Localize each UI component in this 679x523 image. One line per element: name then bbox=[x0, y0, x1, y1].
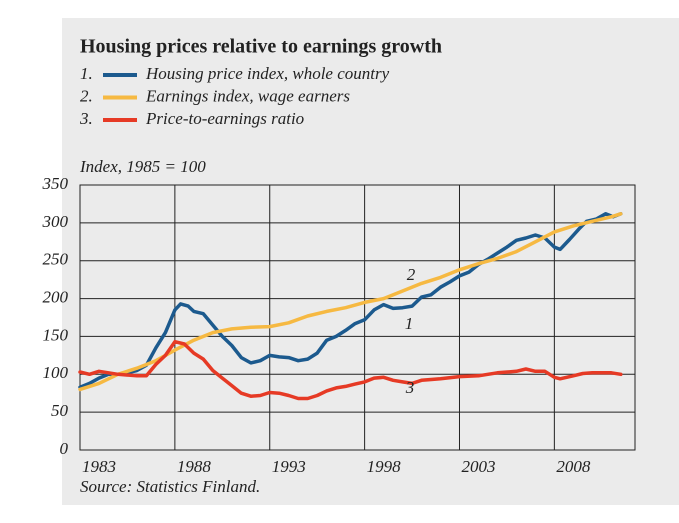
y-tick-label: 50 bbox=[51, 401, 69, 420]
legend-number: 3. bbox=[79, 109, 93, 128]
chart-title: Housing prices relative to earnings grow… bbox=[80, 36, 442, 58]
annotation: 1 bbox=[405, 314, 414, 333]
y-tick-label: 250 bbox=[43, 250, 69, 269]
legend-number: 1. bbox=[80, 64, 93, 83]
y-tick-label: 200 bbox=[43, 287, 69, 306]
x-tick-label: 1998 bbox=[367, 457, 402, 476]
plot-border bbox=[79, 184, 636, 451]
legend-label: Housing price index, whole country bbox=[145, 64, 390, 83]
x-tick-label: 1983 bbox=[82, 457, 116, 476]
source: Source: Statistics Finland. bbox=[80, 477, 260, 496]
series-line bbox=[78, 212, 623, 389]
x-tick-label: 1993 bbox=[272, 457, 306, 476]
legend-number: 2. bbox=[80, 86, 93, 105]
y-tick-label: 150 bbox=[43, 325, 69, 344]
annotation: 3 bbox=[405, 378, 415, 397]
series-line bbox=[78, 212, 623, 392]
y-tick-label: 100 bbox=[43, 363, 69, 382]
y-tick-label: 0 bbox=[60, 439, 69, 458]
legend-label: Price-to-earnings ratio bbox=[145, 109, 304, 128]
y-tick-label: 300 bbox=[42, 212, 69, 231]
panel bbox=[62, 18, 679, 505]
x-tick-label: 2008 bbox=[556, 457, 591, 476]
x-tick-label: 1988 bbox=[177, 457, 212, 476]
y-axis-label: Index, 1985 = 100 bbox=[79, 157, 206, 176]
series-line bbox=[78, 339, 623, 401]
x-tick-label: 2003 bbox=[461, 457, 495, 476]
y-tick-label: 350 bbox=[42, 174, 69, 193]
annotation: 2 bbox=[407, 265, 416, 284]
legend-label: Earnings index, wage earners bbox=[145, 86, 350, 105]
